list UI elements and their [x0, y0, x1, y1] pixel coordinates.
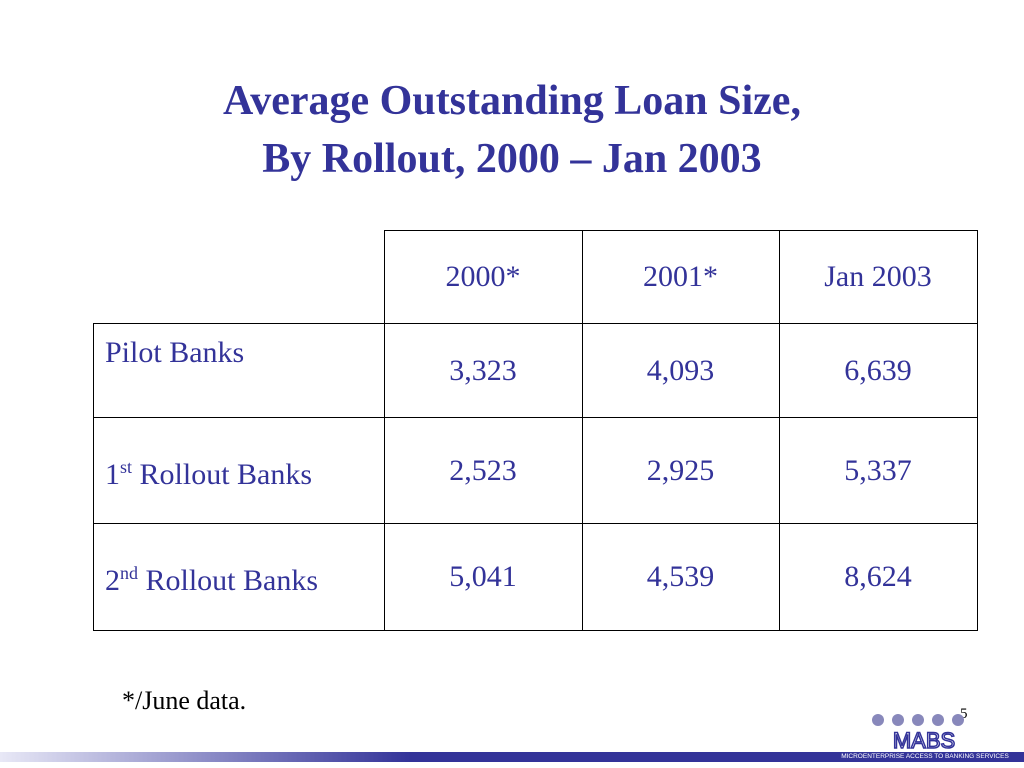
- label-text: Pilot Banks: [105, 336, 245, 369]
- title-line: By Rollout, 2000 – Jan 2003: [262, 136, 762, 182]
- table-cell: 6,639: [778, 323, 978, 418]
- label-text: 1: [105, 457, 120, 491]
- table-cell: 5,337: [778, 417, 978, 524]
- table-cell: 8,624: [778, 523, 978, 631]
- label-text: 2: [105, 564, 120, 597]
- label-text: Rollout Banks: [132, 457, 313, 491]
- title: Average Outstanding Loan Size, By Rollou…: [0, 72, 1024, 188]
- table-cell: 3,323: [383, 323, 583, 418]
- data-table: 2000* 2001* Jan 2003 Pilot Banks 3,323 4,093 6…: [93, 230, 978, 631]
- column-header: 2001*: [581, 230, 780, 324]
- row-label: Pilot Banks: [93, 323, 385, 418]
- table-row: 1st Rollout Banks 2,523 2,925 5,337: [93, 417, 978, 524]
- row-label: 2nd Rollout Banks: [93, 523, 385, 631]
- table-cell: 4,539: [581, 523, 780, 631]
- table-cell: 2,523: [383, 417, 583, 524]
- label-text: Rollout Banks: [138, 564, 319, 597]
- table-cell: 2,925: [581, 417, 780, 524]
- footnote: */June data.: [122, 686, 247, 715]
- column-header: 2000*: [383, 230, 583, 324]
- column-header: Jan 2003: [778, 230, 978, 324]
- blank-cell: [93, 230, 385, 324]
- logo-name: MABS: [893, 728, 955, 752]
- label-superscript: st: [120, 456, 133, 477]
- row-label: 1st Rollout Banks: [93, 417, 385, 524]
- table-cell: 4,093: [581, 323, 780, 418]
- title-line: Average Outstanding Loan Size,: [223, 78, 801, 124]
- bottom-bar: [0, 752, 1024, 762]
- table-row: Pilot Banks 3,323 4,093 6,639: [93, 323, 978, 418]
- label-superscript: nd: [120, 563, 138, 583]
- page-number: 5: [960, 706, 968, 722]
- header-row: 2000* 2001* Jan 2003: [93, 230, 978, 324]
- logo-tagline: MICROENTERPRISE ACCESS TO BANKING SERVIC…: [826, 752, 1024, 762]
- table-row: 2nd Rollout Banks 5,041 4,539 8,624: [93, 523, 978, 631]
- logo-graphic: MABS: [872, 714, 964, 752]
- table-cell: 5,041: [383, 523, 583, 631]
